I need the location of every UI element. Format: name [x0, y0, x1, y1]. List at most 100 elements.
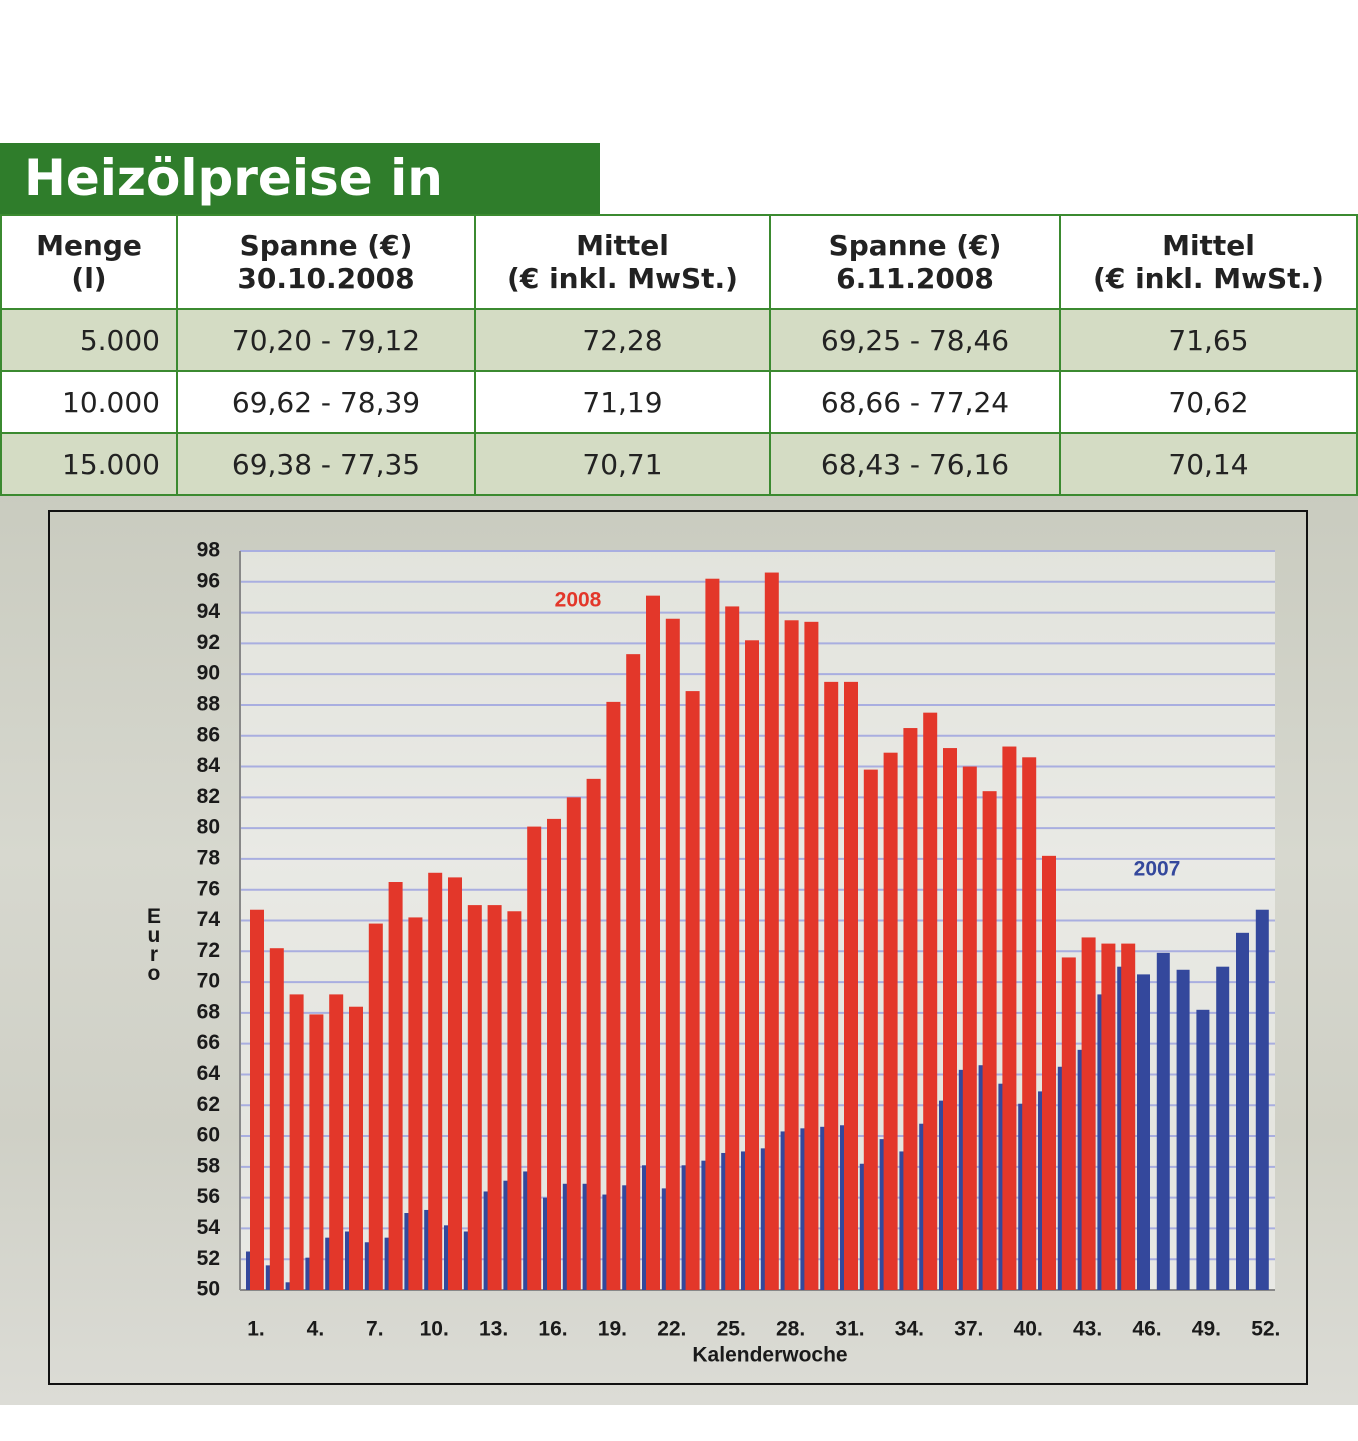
- bar: [705, 578, 720, 1290]
- table-row: 5.000 70,20 - 79,12 72,28 69,25 - 78,46 71,6…: [0, 308, 1358, 372]
- bar: [250, 909, 264, 1290]
- bar: [289, 994, 304, 1290]
- x-tick-label: 10.: [420, 1318, 449, 1341]
- column-header: Spanne (€) 6.11.2008: [769, 214, 1061, 310]
- bar: [1216, 966, 1230, 1290]
- y-tick-label: 82: [197, 785, 220, 808]
- y-tick-label: 88: [197, 693, 221, 716]
- header-line: 30.10.2008: [237, 262, 415, 295]
- cell: 5.000: [0, 308, 178, 372]
- table-row: 10.000 69,62 - 78,39 71,19 68,66 - 77,24 70,…: [0, 370, 1358, 434]
- cell: 70,71: [474, 432, 771, 496]
- header-line: (€ inkl. MwSt.): [507, 262, 738, 295]
- column-header: Menge (l): [0, 214, 178, 310]
- x-tick-label: 7.: [366, 1318, 384, 1341]
- y-tick-label: 66: [197, 1031, 220, 1054]
- column-header: Spanne (€) 30.10.2008: [176, 214, 476, 310]
- y-tick-label: 72: [197, 939, 220, 962]
- cell: 68,66 - 77,24: [769, 370, 1061, 434]
- header-row: Menge (l) Spanne (€) 30.10.2008 Mittel (€ ink…: [0, 214, 1358, 310]
- bar: [309, 1014, 324, 1290]
- header-line: (€ inkl. MwSt.): [1093, 262, 1324, 295]
- x-tick-label: 40.: [1014, 1318, 1043, 1341]
- bar: [962, 766, 977, 1290]
- cell: 71,19: [474, 370, 771, 434]
- header-line: 6.11.2008: [836, 262, 994, 295]
- x-tick-label: 31.: [835, 1318, 864, 1341]
- bar: [467, 905, 482, 1290]
- x-tick-label: 25.: [717, 1318, 746, 1341]
- y-tick-label: 64: [197, 1062, 221, 1085]
- price-table: Menge (l) Spanne (€) 30.10.2008 Mittel (€ ink…: [0, 214, 1358, 496]
- column-header: Mittel (€ inkl. MwSt.): [1059, 214, 1358, 310]
- y-tick-label: 92: [197, 631, 220, 654]
- x-tick-label: 52.: [1251, 1318, 1280, 1341]
- x-tick-label: 22.: [657, 1318, 686, 1341]
- bar: [863, 769, 878, 1290]
- bar: [903, 728, 918, 1290]
- x-tick-label: 28.: [776, 1318, 805, 1341]
- bar: [448, 877, 462, 1290]
- bar: [1022, 757, 1037, 1290]
- bar: [1196, 1009, 1210, 1290]
- chart-frame: [48, 510, 1308, 1385]
- bar: [883, 752, 898, 1290]
- y-tick-label: 80: [197, 816, 220, 839]
- bar: [685, 691, 700, 1290]
- header-line: Menge: [36, 229, 142, 262]
- bar: [982, 791, 997, 1290]
- bar: [1236, 932, 1249, 1290]
- y-tick-label: 96: [197, 569, 220, 592]
- bar: [1081, 937, 1096, 1290]
- bar: [1002, 746, 1017, 1290]
- y-tick-label: 76: [197, 877, 220, 900]
- bar: [349, 1006, 363, 1290]
- bar: [329, 994, 344, 1290]
- x-tick-label: 49.: [1192, 1318, 1221, 1341]
- cell: 71,65: [1059, 308, 1358, 372]
- x-tick-label: 37.: [954, 1318, 983, 1341]
- bar: [547, 818, 561, 1290]
- x-tick-label: 34.: [895, 1318, 924, 1341]
- bar: [428, 872, 443, 1290]
- cell: 70,20 - 79,12: [176, 308, 476, 372]
- x-axis-label: Kalenderwoche: [692, 1344, 847, 1367]
- x-tick-label: 1.: [247, 1318, 265, 1341]
- y-tick-label: 60: [197, 1124, 220, 1147]
- column-header: Mittel (€ inkl. MwSt.): [474, 214, 771, 310]
- y-tick-label: 74: [197, 908, 221, 931]
- bar: [943, 748, 957, 1290]
- header-line: Spanne (€): [239, 229, 413, 262]
- bar: [408, 917, 423, 1290]
- bar: [804, 621, 819, 1290]
- bar: [844, 681, 858, 1290]
- cell: 10.000: [0, 370, 178, 434]
- bar: [764, 572, 779, 1290]
- y-tick-label: 54: [197, 1216, 221, 1239]
- bar: [368, 923, 383, 1290]
- x-tick-label: 13.: [479, 1318, 508, 1341]
- x-tick-label: 19.: [598, 1318, 627, 1341]
- y-tick-label: 84: [197, 754, 221, 777]
- bar: [487, 905, 502, 1290]
- series-label: 2008: [555, 589, 602, 612]
- cell: 69,38 - 77,35: [176, 432, 476, 496]
- y-tick-label: 78: [197, 846, 221, 869]
- y-axis-label: Euro: [142, 905, 165, 981]
- bar: [1061, 957, 1076, 1290]
- table-row: 15.000 69,38 - 77,35 70,71 68,43 - 76,16 70,…: [0, 432, 1358, 496]
- y-tick-label: 68: [197, 1000, 221, 1023]
- series-label: 2007: [1134, 858, 1181, 881]
- bar: [1042, 855, 1056, 1290]
- y-tick-label: 62: [197, 1093, 220, 1116]
- header-line: Mittel: [576, 229, 669, 262]
- x-tick-label: 16.: [538, 1318, 567, 1341]
- cell: 68,43 - 76,16: [769, 432, 1061, 496]
- header-line: (l): [71, 262, 107, 295]
- bar: [923, 712, 938, 1290]
- bar: [626, 654, 641, 1290]
- bar: [1255, 909, 1269, 1290]
- bar: [646, 595, 660, 1290]
- y-tick-label: 94: [197, 600, 221, 623]
